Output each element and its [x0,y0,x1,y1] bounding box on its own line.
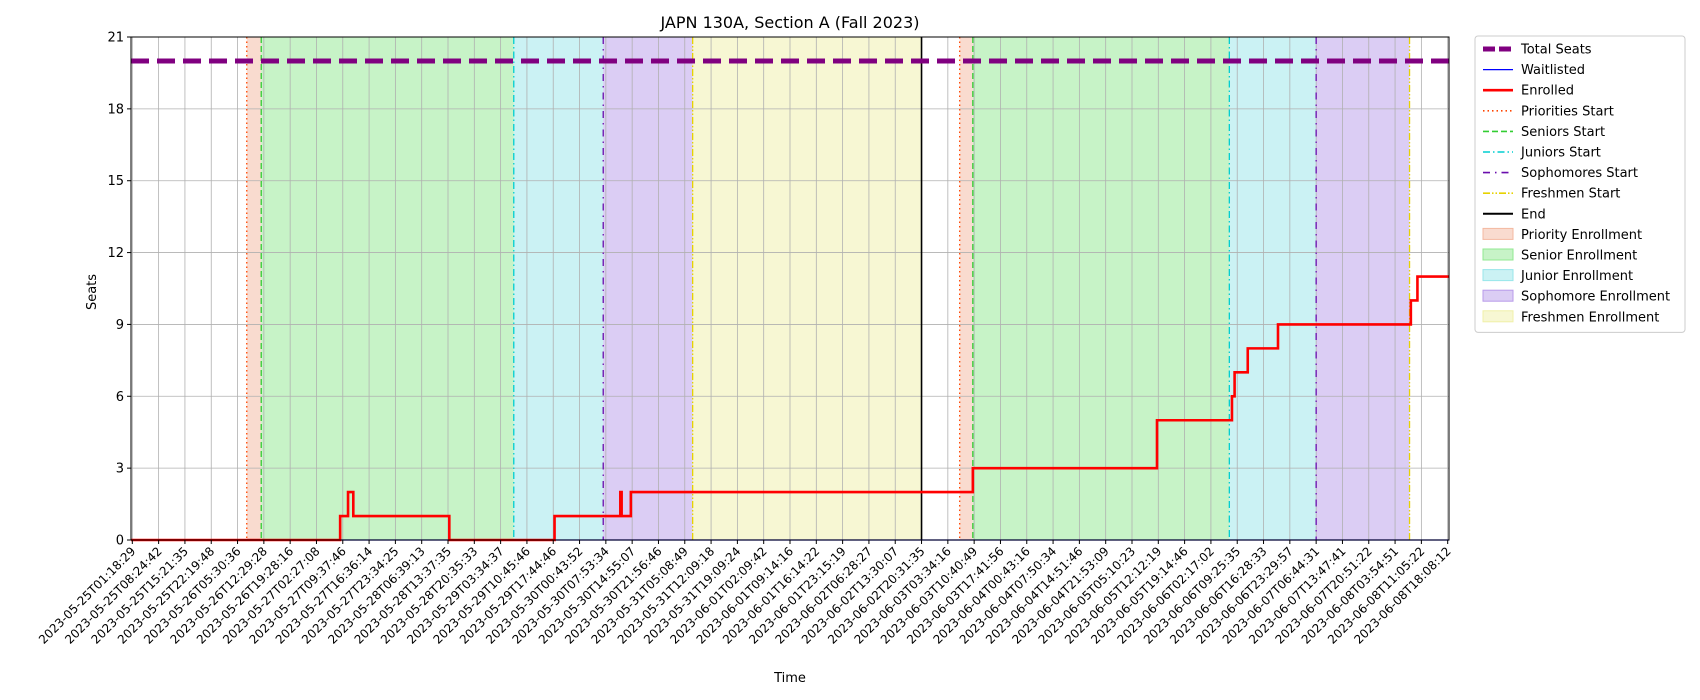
x-axis-label: Time [773,671,806,686]
legend-label: Waitlisted [1521,63,1585,78]
enrolled-series [131,275,1449,542]
legend-label: End [1521,207,1546,222]
y-tick-label: 15 [107,174,124,189]
legend-label: Freshmen Start [1521,187,1620,202]
senior-enrollment-legend-swatch [1482,248,1514,261]
freshmen-enrollment-band [692,37,922,540]
grid-lines [131,36,1449,541]
freshmen-enrollment-legend-swatch [1482,310,1514,323]
legend-label: Priority Enrollment [1521,228,1642,243]
y-tick-label: 12 [107,246,124,261]
chart-title: JAPN 130A, Section A (Fall 2023) [659,13,919,32]
marker-lines [246,37,1411,540]
legend-label: Senior Enrollment [1521,249,1637,264]
legend-label: Freshmen Enrollment [1521,310,1659,325]
legend-label: Juniors Start [1520,146,1601,161]
legend-box [1474,35,1686,333]
junior-enrollment-legend-swatch [1482,269,1514,282]
priority-enrollment-legend-swatch [1482,227,1514,240]
legend-label: Total Seats [1520,43,1592,58]
legend: Total Seats Waitlisted Enrolled Priorities … [1474,35,1686,333]
legend-label: Junior Enrollment [1520,269,1633,284]
legend-label: Sophomore Enrollment [1521,290,1670,305]
y-tick-label: 0 [116,534,124,549]
junior-enrollment-band [1229,37,1317,540]
sophomore-enrollment-legend-swatch [1482,289,1514,302]
legend-label: Sophomores Start [1521,166,1638,181]
senior-enrollment-band [261,37,514,540]
y-tick-label: 21 [107,31,124,46]
x-axis: 2023-05-25T01:18:292023-05-25T08:24:4220… [36,540,1454,647]
y-axis: 0 3 6 9 12 15 18 21 [107,31,131,549]
legend-label: Seniors Start [1521,125,1605,140]
y-tick-label: 6 [116,390,124,405]
priority-enrollment-band [246,37,262,540]
legend-label: Priorities Start [1521,104,1614,119]
sophomore-enrollment-band [1316,37,1410,540]
priority-enrollment-band [959,37,973,540]
y-tick-label: 3 [116,462,124,477]
sophomore-enrollment-band [603,37,693,540]
junior-enrollment-band [513,37,604,540]
phase-bands [246,37,1410,540]
legend-label: Enrolled [1521,84,1574,99]
senior-enrollment-band [972,37,1230,540]
y-tick-label: 9 [116,318,124,333]
y-tick-label: 18 [107,102,124,117]
y-axis-label: Seats [85,274,100,310]
